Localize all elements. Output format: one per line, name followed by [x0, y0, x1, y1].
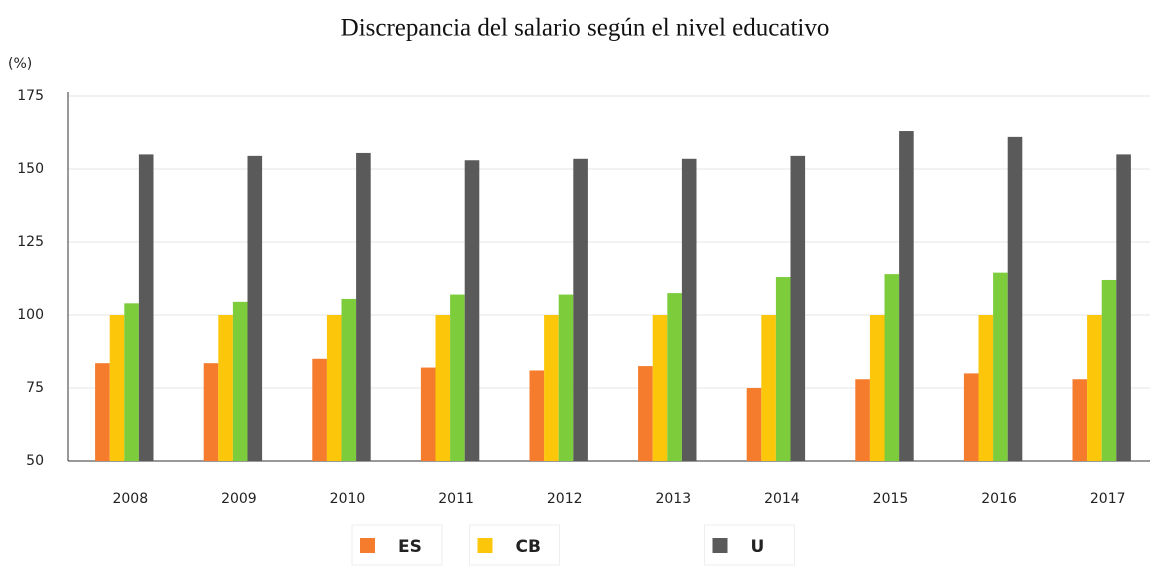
legend-frame [469, 524, 560, 566]
legend-frame [351, 524, 443, 566]
bar [95, 363, 110, 461]
bar [1087, 315, 1102, 461]
bar [761, 315, 776, 461]
bar [435, 315, 451, 461]
bar [138, 154, 154, 461]
x-tick-label: 2016 [981, 491, 1017, 507]
y-tick-label: 125 [17, 234, 44, 250]
bar [978, 315, 994, 461]
y-axis-label: (%) [8, 56, 32, 72]
bar [1007, 136, 1023, 461]
y-tick-label: 100 [17, 307, 44, 323]
legend-label: ES [398, 537, 422, 557]
bar [884, 274, 900, 461]
bar [203, 363, 219, 461]
bar [312, 358, 327, 461]
bar [232, 301, 248, 461]
bar [247, 155, 263, 462]
bar [450, 294, 465, 461]
bar [746, 388, 762, 461]
bar [356, 152, 371, 461]
bar [652, 315, 668, 461]
x-tick-label: 2011 [438, 491, 474, 507]
bar [993, 272, 1008, 461]
bar [869, 315, 885, 461]
x-tick-label: 2017 [1090, 491, 1126, 507]
bar [464, 160, 480, 462]
y-tick-label: 175 [17, 88, 44, 104]
legend-label: CB [516, 537, 541, 557]
y-tick-label: 50 [26, 453, 44, 469]
legend-frame [704, 524, 795, 566]
bar [109, 315, 125, 461]
bar [326, 315, 342, 461]
legend-label: U [751, 537, 765, 557]
bar [341, 298, 357, 461]
bar [573, 158, 588, 461]
bar [124, 303, 139, 461]
bar [667, 293, 682, 461]
legend-swatch [712, 538, 728, 553]
bar [558, 294, 574, 461]
legend-swatch [360, 538, 375, 553]
bar [218, 315, 233, 461]
x-tick-label: 2014 [764, 491, 800, 507]
bar [1101, 279, 1117, 461]
bar [638, 366, 653, 461]
y-tick-label: 75 [26, 380, 44, 396]
bar [420, 367, 436, 461]
x-tick-label: 2015 [873, 491, 909, 507]
bar [963, 373, 979, 461]
chart-title: Discrepancia del salario según el nivel … [341, 15, 830, 42]
bar [529, 370, 545, 461]
bar [544, 315, 559, 461]
bar [1072, 379, 1088, 461]
x-tick-label: 2008 [112, 491, 148, 507]
bar [775, 277, 791, 461]
bar [790, 155, 806, 462]
bar [1116, 154, 1131, 461]
bar [899, 131, 914, 462]
x-tick-label: 2013 [655, 491, 691, 507]
x-tick-label: 2009 [221, 491, 257, 507]
bar [681, 158, 697, 461]
x-tick-label: 2010 [330, 491, 366, 507]
bar [855, 379, 870, 461]
x-tick-label: 2012 [547, 491, 583, 507]
legend-swatch [477, 538, 493, 553]
y-tick-label: 150 [17, 161, 44, 177]
